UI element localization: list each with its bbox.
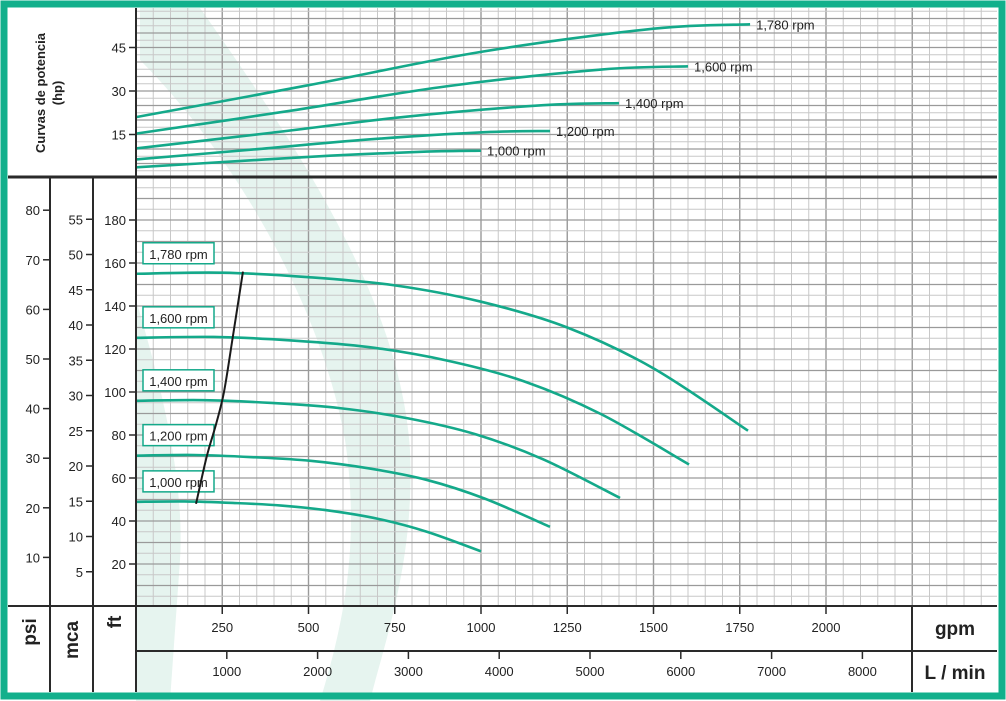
grid bbox=[136, 8, 997, 606]
psi-tick-label: 50 bbox=[26, 352, 40, 367]
gpm-tick-label: 1750 bbox=[725, 620, 754, 635]
mca-tick-label: 30 bbox=[69, 389, 83, 404]
ft-tick-label: 100 bbox=[104, 385, 126, 400]
power-curve-label: 1,600 rpm bbox=[694, 59, 753, 74]
power-axis-title: Curvas de potencia bbox=[33, 32, 48, 153]
ft-tick-label: 140 bbox=[104, 299, 126, 314]
gpm-tick-label: 2000 bbox=[812, 620, 841, 635]
mca-tick-label: 10 bbox=[69, 530, 83, 545]
power-curve-1200 bbox=[135, 129, 551, 161]
gpm-tick-label: 1500 bbox=[639, 620, 668, 635]
power-tick-label: 15 bbox=[112, 128, 126, 143]
lmin-tick-label: 7000 bbox=[757, 664, 786, 679]
lmin-tick-label: 5000 bbox=[576, 664, 605, 679]
psi-tick-label: 20 bbox=[26, 501, 40, 516]
head-curve-label: 1,200 rpm bbox=[149, 429, 208, 444]
ft-axis-label: ft bbox=[105, 615, 126, 628]
lmin-tick-label: 3000 bbox=[394, 664, 423, 679]
head-curve-1780 bbox=[135, 271, 749, 432]
power-curve-label: 1,780 rpm bbox=[756, 17, 815, 32]
mca-tick-label: 55 bbox=[69, 212, 83, 227]
gpm-tick-label: 250 bbox=[211, 620, 233, 635]
gpm-tick-label: 1250 bbox=[553, 620, 582, 635]
ft-tick-label: 120 bbox=[104, 342, 126, 357]
power-tick-label: 45 bbox=[112, 41, 126, 56]
ft-tick-label: 80 bbox=[112, 428, 126, 443]
lmin-axis-label: L / min bbox=[925, 663, 986, 684]
curves: 1,780 rpm 1,600 rpm 1,400 rpm 1,200 rpm 1,00… bbox=[135, 17, 815, 553]
lmin-tick-label: 2000 bbox=[303, 664, 332, 679]
power-axis-unit: (hp) bbox=[50, 81, 65, 106]
power-curve-1000 bbox=[135, 149, 482, 169]
head-curve-1600 bbox=[135, 335, 690, 466]
mca-tick-label: 20 bbox=[69, 459, 83, 474]
head-curve-1000 bbox=[135, 500, 482, 553]
ft-tick-label: 180 bbox=[104, 213, 126, 228]
mca-tick-label: 25 bbox=[69, 424, 83, 439]
head-curve-label: 1,400 rpm bbox=[149, 374, 208, 389]
psi-tick-label: 40 bbox=[26, 402, 40, 417]
operating-limit-line bbox=[195, 271, 244, 505]
head-curve-label: 1,000 rpm bbox=[149, 475, 208, 490]
mca-tick-label: 15 bbox=[69, 494, 83, 509]
psi-tick-label: 80 bbox=[26, 203, 40, 218]
head-curve-label: 1,780 rpm bbox=[149, 247, 208, 262]
head-curve-label: 1,600 rpm bbox=[149, 311, 208, 326]
lmin-tick-label: 6000 bbox=[666, 664, 695, 679]
head-curve-label-box bbox=[142, 242, 215, 265]
mca-tick-label: 45 bbox=[69, 283, 83, 298]
head-curve-label-box bbox=[142, 306, 215, 329]
psi-tick-label: 10 bbox=[26, 550, 40, 565]
head-curve-1400 bbox=[135, 398, 621, 500]
gpm-axis-label: gpm bbox=[935, 619, 975, 640]
power-curve-label: 1,400 rpm bbox=[625, 96, 684, 111]
lmin-tick-label: 1000 bbox=[212, 664, 241, 679]
power-curve-1400 bbox=[135, 101, 620, 150]
psi-tick-label: 70 bbox=[26, 253, 40, 268]
mca-tick-label: 40 bbox=[69, 318, 83, 333]
mca-tick-label: 35 bbox=[69, 353, 83, 368]
gpm-tick-label: 750 bbox=[384, 620, 406, 635]
psi-tick-label: 30 bbox=[26, 451, 40, 466]
power-curve-label: 1,200 rpm bbox=[556, 124, 615, 139]
ft-tick-label: 20 bbox=[112, 557, 126, 572]
head-curve-1200 bbox=[135, 453, 551, 528]
gpm-tick-label: 1000 bbox=[467, 620, 496, 635]
lmin-tick-label: 8000 bbox=[848, 664, 877, 679]
mca-tick-label: 5 bbox=[76, 565, 83, 580]
power-curve-1780 bbox=[135, 23, 751, 119]
ft-tick-label: 160 bbox=[104, 256, 126, 271]
axes: 15 30 45 10 20 30 40 50 60 70 80 5 10 15 20 25 30 35 40 45 5… bbox=[26, 41, 877, 680]
power-curve-1600 bbox=[135, 65, 689, 135]
head-curve-label-box bbox=[142, 369, 215, 392]
mca-tick-label: 50 bbox=[69, 248, 83, 263]
ft-tick-label: 40 bbox=[112, 514, 126, 529]
head-curve-label-box bbox=[142, 470, 215, 493]
psi-axis-label: psi bbox=[20, 618, 41, 645]
lmin-tick-label: 4000 bbox=[485, 664, 514, 679]
ft-tick-label: 60 bbox=[112, 471, 126, 486]
power-tick-label: 30 bbox=[112, 84, 126, 99]
psi-tick-label: 60 bbox=[26, 302, 40, 317]
head-curve-label-box bbox=[142, 423, 215, 447]
power-curve-label: 1,000 rpm bbox=[487, 144, 546, 159]
gpm-tick-label: 500 bbox=[298, 620, 320, 635]
mca-axis-label: mca bbox=[62, 621, 83, 659]
